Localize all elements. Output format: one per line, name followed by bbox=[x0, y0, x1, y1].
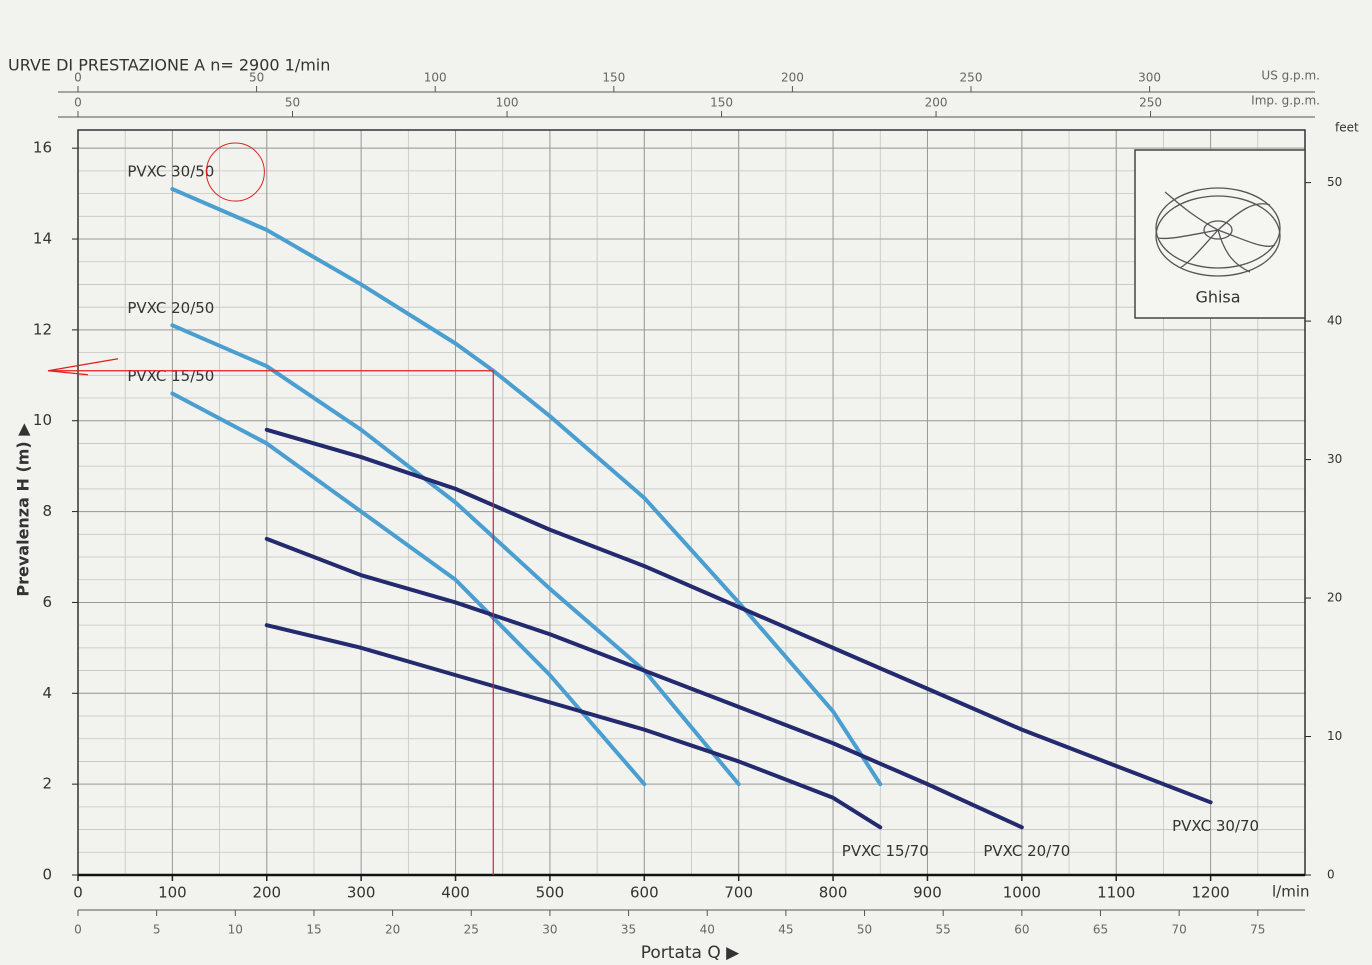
x-tick-label: 1200 bbox=[1192, 884, 1230, 902]
y-tick-label: 10 bbox=[33, 411, 52, 429]
curve bbox=[264, 427, 1213, 805]
y-axis-label: Prevalenza H (m) ▶ bbox=[14, 423, 33, 597]
curve-label: PVXC 15/70 bbox=[842, 842, 929, 860]
inset-label: Ghisa bbox=[1195, 288, 1240, 307]
top-axis-label: US g.p.m. bbox=[1261, 69, 1320, 83]
x-tick-label: 1100 bbox=[1097, 884, 1135, 902]
y-tick-label: 4 bbox=[42, 684, 52, 702]
x-axis-label: Portata Q ▶ bbox=[641, 943, 740, 963]
y2-tick-label: 20 bbox=[1327, 591, 1342, 605]
x-tick-label: 100 bbox=[158, 884, 187, 902]
top-tick-label: 50 bbox=[285, 96, 300, 110]
annotation-circle bbox=[205, 142, 265, 202]
x-tick-label: 900 bbox=[913, 884, 942, 902]
y2-axis-label: feet bbox=[1335, 121, 1359, 135]
x-tick-label: 0 bbox=[73, 884, 83, 902]
x-tick-label: 500 bbox=[536, 884, 565, 902]
marker-arrowhead bbox=[47, 358, 119, 376]
bottom2-tick-label: 30 bbox=[542, 923, 557, 937]
bottom2-tick-label: 10 bbox=[228, 923, 243, 937]
x-tick-label: 800 bbox=[819, 884, 848, 902]
inset: Ghisa bbox=[1134, 149, 1306, 319]
impeller-icon bbox=[1155, 187, 1281, 277]
x-tick-label: 600 bbox=[630, 884, 659, 902]
y-tick-label: 16 bbox=[33, 139, 52, 157]
bottom2-tick-label: 45 bbox=[778, 923, 793, 937]
y-tick-label: 12 bbox=[33, 320, 52, 338]
curve-label: PVXC 15/50 bbox=[127, 367, 214, 385]
bottom2-tick-label: 0 bbox=[74, 923, 82, 937]
curve bbox=[170, 391, 647, 787]
bottom2-tick-label: 20 bbox=[385, 923, 400, 937]
y-tick-label: 0 bbox=[42, 866, 52, 884]
bottom2-tick-label: 25 bbox=[464, 923, 479, 937]
top-tick-label: 200 bbox=[781, 71, 804, 85]
top-tick-label: 300 bbox=[1138, 71, 1161, 85]
curve bbox=[264, 623, 883, 830]
y2-tick-label: 50 bbox=[1327, 175, 1342, 189]
bottom2-tick-label: 60 bbox=[1014, 923, 1029, 937]
top-tick-label: 100 bbox=[424, 71, 447, 85]
top-tick-label: 0 bbox=[74, 96, 82, 110]
y-tick-label: 8 bbox=[42, 502, 52, 520]
top-tick-label: 250 bbox=[1139, 96, 1162, 110]
bottom2-tick-label: 75 bbox=[1250, 923, 1265, 937]
y2-tick-label: 0 bbox=[1327, 868, 1335, 882]
bottom2-tick-label: 70 bbox=[1172, 923, 1187, 937]
curve bbox=[264, 536, 1024, 830]
curve bbox=[170, 187, 883, 787]
y2-tick-label: 10 bbox=[1327, 729, 1342, 743]
x-tick-label: 200 bbox=[252, 884, 281, 902]
y-tick-label: 2 bbox=[42, 775, 52, 793]
bottom2-tick-label: 40 bbox=[700, 923, 715, 937]
bottom2-tick-label: 65 bbox=[1093, 923, 1108, 937]
y-tick-label: 6 bbox=[42, 593, 52, 611]
x-tick-label: 400 bbox=[441, 884, 470, 902]
top-tick-label: 150 bbox=[710, 96, 733, 110]
bottom2-tick-label: 15 bbox=[306, 923, 321, 937]
y2-tick-label: 40 bbox=[1327, 314, 1342, 328]
top-tick-label: 200 bbox=[925, 96, 948, 110]
y-tick-label: 14 bbox=[33, 230, 52, 248]
curve-label: PVXC 20/50 bbox=[127, 299, 214, 317]
bottom2-tick-label: 35 bbox=[621, 923, 636, 937]
x-unit-label: l/min bbox=[1272, 883, 1310, 901]
top-tick-label: 0 bbox=[74, 71, 82, 85]
bottom2-tick-label: 55 bbox=[936, 923, 951, 937]
bottom2-tick-label: 50 bbox=[857, 923, 872, 937]
chart-title: URVE DI PRESTAZIONE A n= 2900 1/min bbox=[8, 56, 330, 75]
top-tick-label: 50 bbox=[249, 71, 264, 85]
x-tick-label: 300 bbox=[347, 884, 376, 902]
top-tick-label: 150 bbox=[602, 71, 625, 85]
inset-box bbox=[1134, 149, 1306, 319]
bottom2-tick-label: 5 bbox=[153, 923, 161, 937]
curve-label: PVXC 20/70 bbox=[983, 842, 1070, 860]
y2-tick-label: 30 bbox=[1327, 452, 1342, 466]
top-tick-label: 100 bbox=[496, 96, 519, 110]
x-tick-label: 1000 bbox=[1003, 884, 1041, 902]
curve-label: PVXC 30/50 bbox=[127, 163, 214, 181]
curve-label: PVXC 30/70 bbox=[1172, 817, 1259, 835]
x-tick-label: 700 bbox=[724, 884, 753, 902]
top-tick-label: 250 bbox=[960, 71, 983, 85]
top-axis-label: Imp. g.p.m. bbox=[1251, 94, 1320, 108]
